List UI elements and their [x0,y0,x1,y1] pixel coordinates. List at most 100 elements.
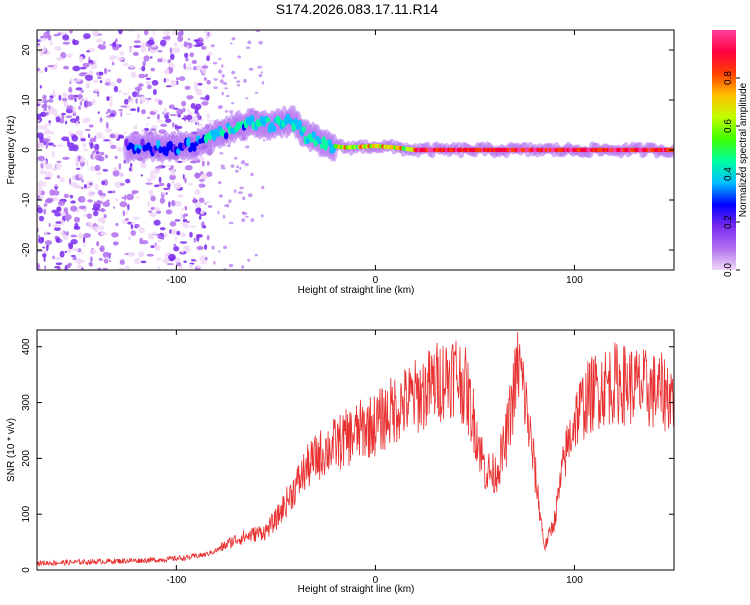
snr-x-tick-label: -100 [166,575,186,586]
noise-cell [110,144,117,149]
noise-cell [147,200,151,208]
noise-cell [159,197,165,204]
noise-cell [122,62,129,67]
noise-cell [217,105,223,110]
noise-cell [101,180,105,186]
noise-cell [82,62,90,68]
noise-cell [161,56,164,60]
colorbar-tick-label: 0.0 [723,263,734,277]
noise-cell [153,184,160,188]
noise-cell [164,77,170,83]
snr-x-tick-label: 0 [373,575,379,586]
noise-cell [43,208,47,215]
ridge-cell [297,120,302,129]
noise-cell [73,225,81,230]
ridge-cell [327,139,332,146]
noise-cell [56,144,64,147]
noise-cell [146,123,149,126]
noise-cell [200,261,208,265]
noise-cell [221,74,225,78]
noise-cell [142,60,146,67]
noise-cell [114,155,118,159]
noise-cell [119,51,125,56]
noise-cell [231,102,235,105]
ridge-cell [215,131,221,138]
noise-cell [37,155,45,162]
snr-x-ticks: -100 0 100 [166,330,583,586]
noise-cell [116,146,124,152]
noise-cell [100,231,108,236]
noise-cell [106,199,110,202]
noise-cell [44,123,52,127]
noise-cell [75,248,79,252]
noise-cell [79,205,87,210]
noise-cell [43,31,50,39]
noise-cell [89,137,96,143]
noise-cell [225,94,230,98]
noise-cell [181,100,187,107]
noise-cell [126,112,132,115]
noise-cell [71,135,79,142]
ridge-cell [124,138,129,148]
noise-cell [147,116,151,119]
noise-cell [141,65,146,72]
noise-cell [93,88,100,93]
ridge-cell [186,137,191,148]
noise-cell [207,205,213,208]
noise-cell [245,215,249,218]
noise-cell [39,85,42,89]
noise-cell [37,98,44,105]
noise-cell [191,59,198,65]
noise-cell [150,67,155,72]
noise-cell [195,103,202,110]
noise-cell [79,101,83,106]
noise-cell [46,197,54,203]
noise-cell [49,40,53,46]
noise-cell [81,179,84,183]
noise-cell [127,236,131,241]
noise-cell [133,45,142,48]
noise-cell [118,163,122,170]
ridge-cell [265,117,271,123]
noise-cell [233,76,238,79]
noise-cell [55,262,63,266]
noise-cell [95,154,103,161]
noise-cell [118,136,125,139]
noise-cell [61,114,65,119]
noise-cell [64,265,68,270]
noise-cell [224,87,229,90]
noise-cell [145,73,148,78]
noise-cell [181,222,187,225]
noise-cell [80,138,86,142]
noise-cell [171,179,174,185]
noise-cell [189,161,198,164]
noise-cell [64,214,72,221]
noise-cell [213,86,218,89]
noise-cell [165,85,172,88]
noise-cell [130,163,133,168]
noise-cell [241,218,246,223]
noise-cell [125,178,131,184]
noise-cell [92,225,100,233]
noise-cell [161,58,167,63]
noise-cell [104,154,109,159]
noise-cell [130,224,134,230]
noise-cell [154,244,161,251]
noise-cell [83,184,87,189]
noise-cell [42,99,49,104]
noise-cell [206,80,211,85]
noise-cell [203,77,207,81]
noise-cell [204,200,211,204]
noise-cell [39,169,47,175]
noise-cell [74,216,80,223]
colorbar-tick-label: 0.2 [723,215,734,229]
colorbar-label: Normalized spectral amplitude [738,82,749,217]
noise-cell [247,258,251,262]
noise-cell [91,207,100,211]
noise-cell [44,265,47,270]
noise-cell [218,250,221,253]
noise-cell [39,196,44,200]
noise-cell [98,258,104,261]
noise-cell [143,127,150,132]
noise-cell [207,31,210,37]
